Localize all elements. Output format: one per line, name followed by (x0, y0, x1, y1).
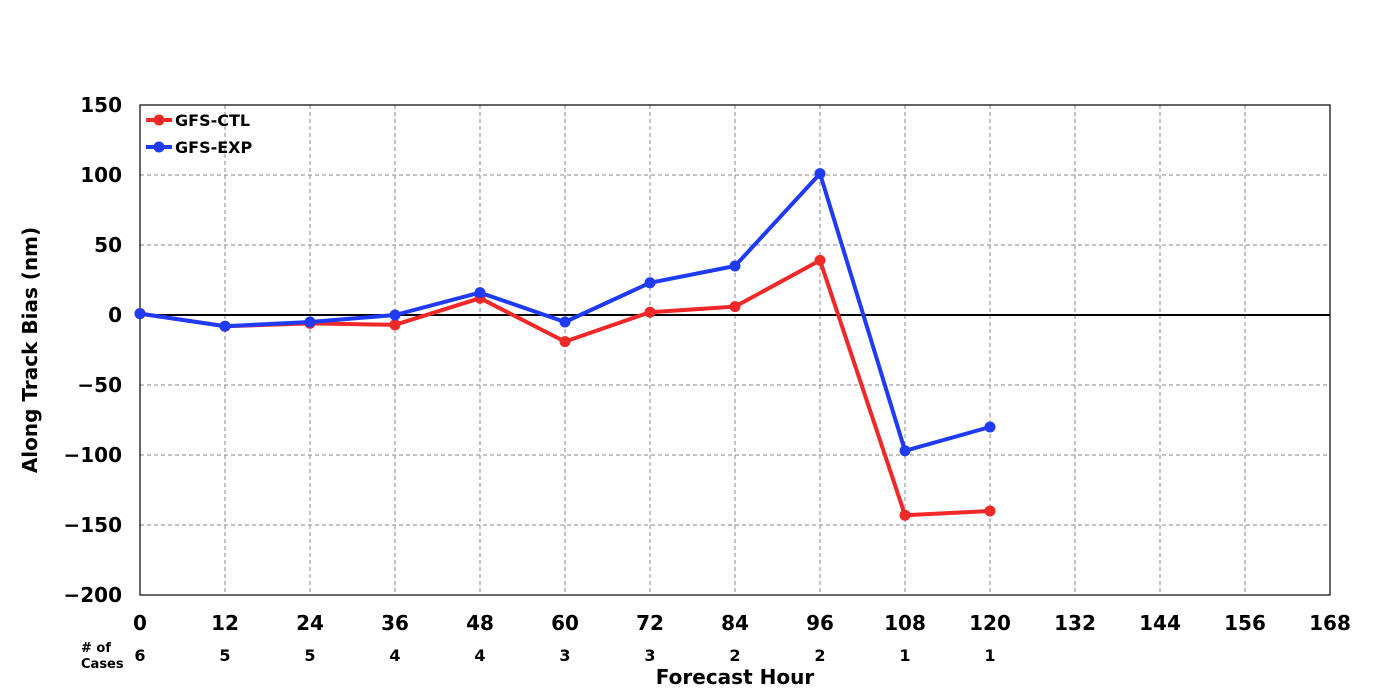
x-tick-label: 144 (1139, 611, 1181, 635)
x-tick-label: 0 (133, 611, 147, 635)
data-point-gfs-ctl (389, 319, 401, 331)
data-point-gfs-exp (899, 445, 911, 457)
cases-label-line1: # of (81, 641, 111, 656)
x-axis-label: Forecast Hour (656, 665, 815, 689)
x-tick-label: 84 (721, 611, 749, 635)
x-tick-label: 48 (466, 611, 494, 635)
cases-count: 2 (729, 646, 740, 665)
x-tick-label: 72 (636, 611, 664, 635)
y-tick-label: −150 (63, 513, 122, 537)
x-axis-ticks: 0 12 24 36 48 60 72 84 96 108 120 132 144 156 168 (133, 611, 1351, 635)
data-point-gfs-exp (729, 260, 741, 272)
y-tick-label: 150 (80, 93, 122, 117)
data-point-gfs-ctl (899, 509, 911, 521)
data-point-gfs-ctl (984, 505, 996, 517)
x-tick-label: 24 (296, 611, 324, 635)
legend-swatch-marker (153, 114, 165, 126)
legend-item-gfs-exp: GFS-EXP (146, 138, 252, 157)
cases-count: 5 (219, 646, 230, 665)
data-point-gfs-exp (474, 287, 486, 299)
cases-label-line2: Cases (81, 657, 124, 672)
data-point-gfs-exp (304, 316, 316, 328)
x-tick-label: 132 (1054, 611, 1096, 635)
data-point-gfs-ctl (559, 336, 571, 348)
cases-count: 3 (644, 646, 655, 665)
legend: GFS-CTL GFS-EXP (146, 111, 252, 157)
legend-label: GFS-CTL (175, 111, 250, 130)
cases-count: 5 (304, 646, 315, 665)
cases-count: 6 (134, 646, 145, 665)
cases-count: 1 (984, 646, 995, 665)
series-gfs-exp (134, 168, 996, 457)
cases-row: # of Cases 6 5 5 4 4 3 3 2 2 1 1 (81, 641, 996, 672)
x-tick-label: 12 (211, 611, 239, 635)
data-point-gfs-exp (389, 309, 401, 321)
data-point-gfs-exp (134, 308, 146, 320)
grid-lines (140, 105, 1330, 595)
y-tick-label: −100 (63, 443, 122, 467)
cases-count: 4 (474, 646, 485, 665)
y-axis-ticks: 150 100 50 0 −50 −100 −150 −200 (63, 93, 122, 607)
data-point-gfs-exp (644, 277, 656, 289)
x-tick-label: 108 (884, 611, 926, 635)
legend-item-gfs-ctl: GFS-CTL (146, 111, 250, 130)
cases-count: 2 (814, 646, 825, 665)
x-tick-label: 168 (1309, 611, 1351, 635)
cases-count: 1 (899, 646, 910, 665)
cases-count: 3 (559, 646, 570, 665)
data-point-gfs-ctl (644, 306, 656, 318)
y-axis-label: Along Track Bias (nm) (18, 227, 42, 473)
x-tick-label: 96 (806, 611, 834, 635)
x-tick-label: 120 (969, 611, 1011, 635)
y-tick-label: −200 (63, 583, 122, 607)
x-tick-label: 60 (551, 611, 579, 635)
y-tick-label: 100 (80, 163, 122, 187)
x-tick-label: 36 (381, 611, 409, 635)
data-point-gfs-exp (559, 316, 571, 328)
legend-swatch-marker (153, 141, 165, 153)
cases-count: 4 (389, 646, 400, 665)
y-tick-label: −50 (77, 373, 122, 397)
data-point-gfs-exp (984, 421, 996, 433)
series-layer (134, 168, 996, 521)
plot-area-frame (139, 104, 1331, 596)
y-tick-label: 0 (108, 303, 122, 327)
data-point-gfs-exp (219, 320, 231, 332)
data-point-gfs-ctl (729, 301, 741, 313)
data-point-gfs-ctl (814, 254, 826, 266)
x-tick-label: 156 (1224, 611, 1266, 635)
legend-label: GFS-EXP (175, 138, 252, 157)
data-point-gfs-exp (814, 168, 826, 180)
y-tick-label: 50 (94, 233, 122, 257)
